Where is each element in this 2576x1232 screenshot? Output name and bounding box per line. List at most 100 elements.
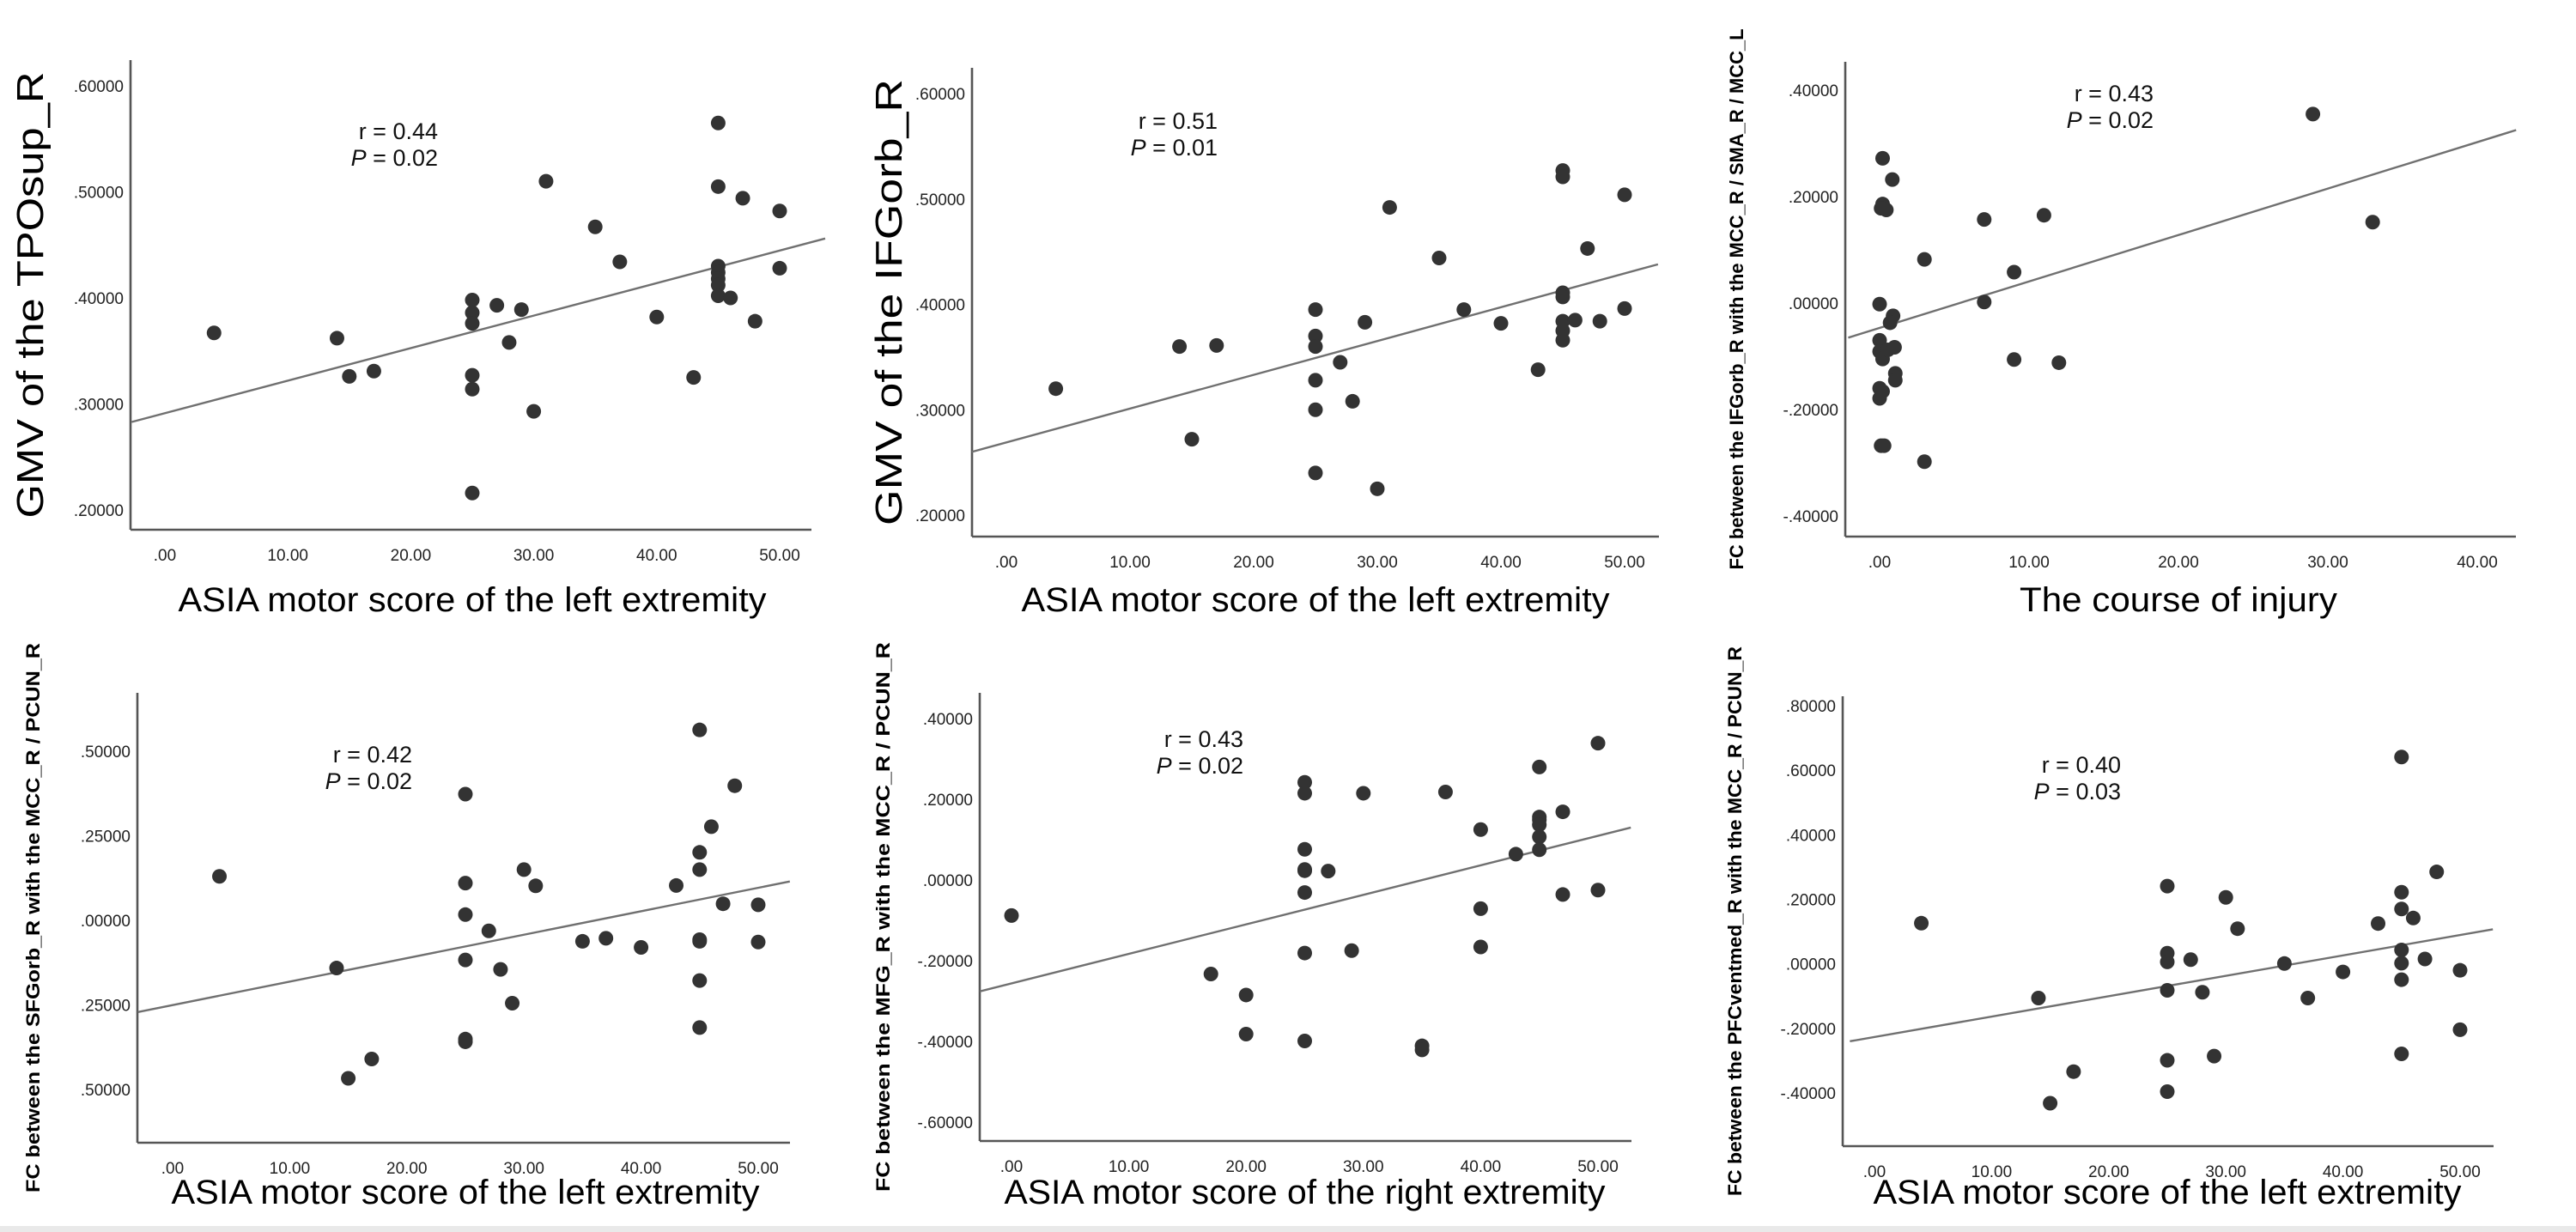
correlation-r-label: r = 0.42 <box>333 742 412 768</box>
data-point <box>772 260 787 276</box>
data-point <box>1885 172 1900 187</box>
y-tick-label: -.40000 <box>1783 508 1838 526</box>
x-tick-label: 20.00 <box>391 547 432 565</box>
x-tick-label: 30.00 <box>513 547 555 565</box>
data-point <box>1358 314 1373 330</box>
data-point <box>1917 252 1932 267</box>
data-point <box>1297 774 1312 790</box>
y-axis-title: GMV of the TPOsup_R <box>9 72 52 519</box>
data-point <box>1617 300 1632 316</box>
data-point <box>750 934 766 950</box>
data-point <box>516 862 532 877</box>
data-point <box>2452 962 2468 978</box>
data-point <box>1555 169 1571 185</box>
x-axis: .00 10.00 20.00 30.00 40.00 50.00 <box>972 535 1659 572</box>
p-symbol: P <box>325 768 341 794</box>
data-point <box>703 819 719 834</box>
data-point <box>587 219 603 234</box>
y-axis: .80000 .60000 .40000 .20000 .00000 -.20000 -.4… <box>1781 696 1844 1146</box>
data-point <box>2160 982 2175 998</box>
data-point <box>2300 991 2316 1006</box>
data-point <box>710 179 726 194</box>
data-point <box>1308 302 1323 318</box>
data-point <box>2336 964 2351 980</box>
data-point <box>2183 952 2198 968</box>
data-point <box>458 1034 473 1049</box>
regression-line <box>131 237 826 423</box>
x-tick-label: 10.00 <box>1971 1163 2013 1181</box>
data-point <box>1872 332 1887 348</box>
data-point <box>692 722 708 737</box>
data-point <box>2306 106 2321 122</box>
x-tick-label: 10.00 <box>2008 554 2050 572</box>
data-point <box>2031 991 2046 1006</box>
y-tick-label: .80000 <box>1786 698 1836 716</box>
y-axis: .50000 .25000 .00000 .25000 .50000 <box>81 693 139 1143</box>
data-point <box>2417 951 2433 967</box>
y-axis: .60000 .50000 .40000 .30000 .20000 <box>915 68 974 537</box>
p-value-label: P = 0.02 <box>325 768 412 794</box>
y-tick-label: -.40000 <box>918 1034 973 1052</box>
x-tick-label: 50.00 <box>738 1160 779 1178</box>
data-point <box>1308 465 1323 481</box>
x-tick-label: 30.00 <box>2307 554 2348 572</box>
data-point <box>465 381 480 397</box>
data-point <box>528 878 544 894</box>
y-tick-label: .60000 <box>74 78 124 96</box>
data-point <box>1532 842 1547 858</box>
y-tick-label: .60000 <box>915 86 965 104</box>
y-tick-label: .00000 <box>1789 295 1838 313</box>
data-point <box>1530 362 1546 378</box>
data-point <box>329 961 344 976</box>
x-tick-label: .00 <box>1868 554 1891 572</box>
y-tick-label: -.40000 <box>1781 1085 1836 1103</box>
x-axis: .00 10.00 20.00 30.00 40.00 50.00 <box>980 1139 1631 1176</box>
data-point <box>364 1052 380 1067</box>
data-point <box>1555 804 1571 820</box>
data-point <box>1356 786 1371 801</box>
data-point <box>1209 337 1224 353</box>
data-point <box>465 305 480 320</box>
data-point <box>341 1071 356 1086</box>
x-tick-label: 20.00 <box>1225 1158 1267 1176</box>
y-tick-label: .40000 <box>915 297 965 315</box>
data-point <box>1882 315 1898 331</box>
p-symbol: P <box>2067 107 2082 133</box>
x-tick-label: 20.00 <box>386 1160 428 1178</box>
fit-line-group <box>971 263 1659 453</box>
data-point <box>1874 150 1890 166</box>
data-point <box>574 933 590 949</box>
y-tick-label: .25000 <box>81 828 131 847</box>
data-point <box>1887 373 1903 388</box>
x-tick-label: 10.00 <box>267 547 308 565</box>
data-point <box>1879 203 1894 217</box>
data-point <box>2007 264 2022 280</box>
y-tick-label: -.20000 <box>1781 1021 1836 1039</box>
data-point <box>505 996 520 1011</box>
x-axis: .00 10.00 20.00 30.00 40.00 50.00 <box>131 528 811 565</box>
data-point <box>2394 1047 2409 1062</box>
x-tick-label: 10.00 <box>270 1160 311 1178</box>
y-tick-label: .40000 <box>1789 82 1838 100</box>
x-axis: .00 10.00 20.00 30.00 40.00 50.00 <box>137 1141 790 1178</box>
data-point <box>2394 750 2409 765</box>
data-point <box>465 367 480 383</box>
data-point <box>1203 967 1218 982</box>
data-point <box>2160 1053 2175 1068</box>
x-tick-label: 10.00 <box>1109 554 1151 572</box>
data-point <box>1345 393 1360 409</box>
data-point <box>1590 736 1606 751</box>
data-point <box>1872 391 1887 406</box>
data-point <box>2394 956 2409 971</box>
data-point <box>710 277 726 293</box>
data-point <box>1876 438 1892 453</box>
data-point <box>458 786 473 802</box>
y-tick-label: .30000 <box>74 397 124 415</box>
regression-line <box>137 880 791 1013</box>
data-point <box>1532 817 1547 833</box>
